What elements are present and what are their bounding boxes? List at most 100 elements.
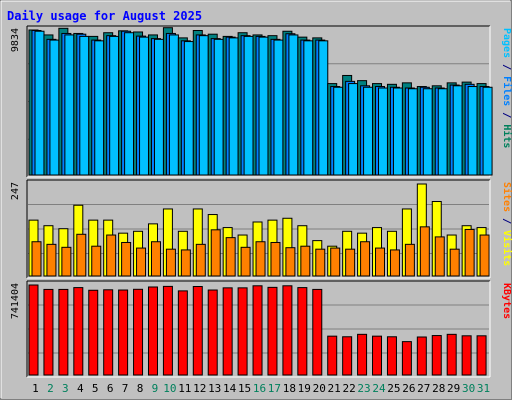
bar-kbytes-day-23 [357, 333, 368, 376]
x-tick-label: 4 [77, 382, 84, 395]
bar-sites-day-16 [255, 241, 266, 277]
bar-kbytes-day-10 [162, 285, 173, 376]
bar-sites-day-30 [464, 228, 475, 277]
bar-sites-day-7 [121, 241, 132, 277]
x-tick-label: 27 [417, 382, 430, 395]
bar-sites-day-9 [150, 241, 161, 277]
legend-entry: / [501, 58, 512, 76]
bar-pages-day-7 [124, 32, 135, 176]
legend-entry: Files [501, 76, 512, 106]
x-tick-label: 30 [462, 382, 475, 395]
bar-pages-day-6 [109, 35, 120, 176]
bar-sites-day-18 [285, 247, 296, 277]
bar-kbytes-day-2 [43, 288, 54, 376]
bar-pages-day-16 [258, 36, 269, 176]
bar-pages-day-2 [49, 39, 60, 176]
bar-pages-day-20 [318, 40, 329, 176]
bar-pages-day-12 [198, 35, 209, 176]
x-tick-label: 22 [342, 382, 355, 395]
bar-pages-day-1 [34, 30, 45, 176]
x-tick-label: 26 [402, 382, 415, 395]
bar-kbytes-day-27 [416, 336, 427, 376]
x-tick-label: 25 [387, 382, 400, 395]
panel-middle: 247 Sites / Visits [10, 179, 512, 279]
bar-sites-day-6 [106, 234, 117, 277]
bar-pages-day-15 [243, 35, 254, 176]
bar-sites-day-19 [300, 245, 311, 277]
bar-kbytes-day-5 [88, 289, 99, 376]
bar-kbytes-day-12 [192, 286, 203, 376]
bar-pages-day-26 [407, 88, 418, 176]
bar-kbytes-day-16 [252, 285, 263, 376]
bar-pages-day-13 [213, 38, 224, 176]
bar-sites-day-26 [404, 243, 415, 277]
bar-pages-day-28 [437, 88, 448, 176]
bar-kbytes-day-9 [147, 286, 158, 376]
side-legend: Pages / Files / Hits [501, 28, 512, 148]
bar-kbytes-day-13 [207, 289, 218, 376]
bar-pages-day-11 [183, 41, 194, 176]
x-tick-label: 16 [253, 382, 266, 395]
bar-kbytes-day-15 [237, 287, 248, 376]
x-tick-label: 1 [32, 382, 39, 395]
bar-sites-day-10 [165, 248, 176, 277]
bar-sites-day-28 [434, 236, 445, 277]
bar-pages-day-19 [303, 40, 314, 176]
x-tick-label: 11 [178, 382, 191, 395]
bar-kbytes-day-11 [177, 290, 188, 376]
bar-pages-day-14 [228, 37, 239, 176]
x-tick-label: 15 [238, 382, 251, 395]
x-tick-label: 29 [447, 382, 460, 395]
bar-pages-day-23 [363, 86, 374, 176]
panel-top: 9834 Pages / Files / Hits [10, 25, 512, 178]
x-tick-label: 23 [357, 382, 370, 395]
bar-kbytes-day-29 [446, 333, 457, 376]
bar-kbytes-day-30 [461, 335, 472, 376]
bar-kbytes-day-26 [401, 341, 412, 376]
bar-kbytes-day-31 [476, 335, 487, 376]
x-tick-label: 10 [163, 382, 176, 395]
x-tick-label: 2 [47, 382, 54, 395]
legend-entry: Sites [501, 182, 512, 212]
bar-kbytes-day-28 [431, 335, 442, 376]
x-tick-label: 14 [223, 382, 237, 395]
x-tick-label: 19 [298, 382, 311, 395]
bar-sites-day-23 [360, 241, 371, 277]
bar-sites-day-24 [375, 247, 386, 277]
bar-kbytes-day-6 [103, 289, 114, 376]
bar-sites-day-11 [180, 249, 191, 277]
bar-sites-day-12 [195, 243, 206, 277]
bar-kbytes-day-21 [327, 335, 338, 376]
bar-sites-day-1 [31, 241, 42, 277]
bar-pages-day-24 [378, 87, 389, 176]
bar-kbytes-day-24 [372, 335, 383, 376]
bar-kbytes-day-18 [282, 285, 293, 376]
bar-pages-day-18 [288, 34, 299, 176]
bar-sites-day-29 [449, 248, 460, 277]
chart-title: Daily usage for August 2025 [7, 9, 202, 23]
bar-pages-day-9 [153, 38, 164, 176]
legend-entry: Visits [501, 230, 512, 266]
bar-sites-day-17 [270, 241, 281, 277]
bar-pages-day-10 [168, 34, 179, 176]
x-tick-label: 3 [62, 382, 69, 395]
legend-entry: / [501, 106, 512, 124]
bar-pages-day-4 [79, 35, 90, 176]
bar-sites-day-21 [330, 247, 341, 277]
bar-kbytes-day-14 [222, 287, 233, 376]
bar-sites-day-22 [345, 248, 356, 277]
x-tick-label: 7 [122, 382, 129, 395]
bar-kbytes-day-19 [297, 287, 308, 376]
bar-kbytes-day-22 [342, 336, 353, 376]
bar-pages-day-29 [452, 85, 463, 176]
bar-kbytes-day-17 [267, 286, 278, 376]
bar-pages-day-5 [94, 40, 105, 176]
x-axis-labels: 1 2 3 4 5 6 7 8 9 10 11 12 13 14 15 16 17 18 19 20 21 22 23 24 2… [32, 382, 490, 395]
bar-sites-day-15 [240, 246, 251, 277]
bar-pages-day-27 [422, 88, 433, 176]
x-tick-label: 28 [432, 382, 445, 395]
panel-bottom: 741404 KBytes [10, 280, 512, 378]
bar-pages-day-3 [64, 34, 75, 176]
